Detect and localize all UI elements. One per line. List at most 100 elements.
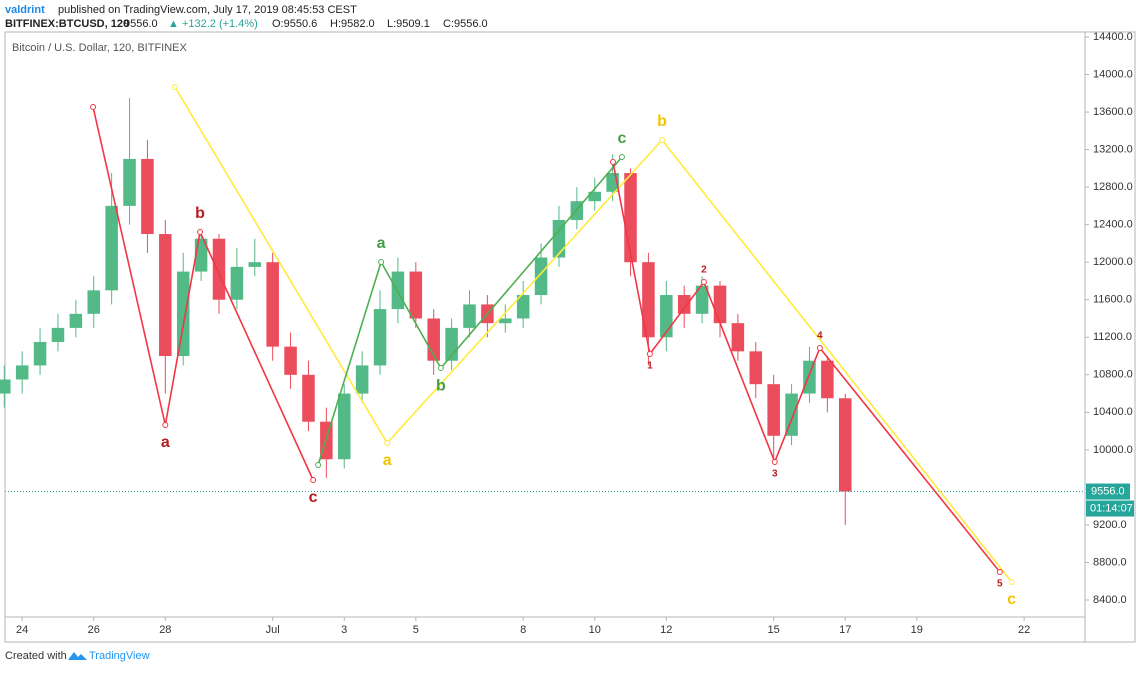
candle-body <box>677 295 691 314</box>
y-tick-label: 12400.0 <box>1093 219 1133 231</box>
wave-point <box>618 153 625 160</box>
x-tick-label: 3 <box>341 624 347 636</box>
candle-body <box>0 379 11 394</box>
x-tick-label: 15 <box>768 624 780 636</box>
wave-point <box>384 440 391 447</box>
wave-point <box>659 137 666 144</box>
wave-label: c <box>309 489 318 506</box>
wave-point <box>437 365 444 372</box>
candle-body <box>87 290 101 314</box>
wave-label: 1 <box>647 361 653 372</box>
candle-body <box>302 374 315 422</box>
candle-body <box>123 158 136 206</box>
wave-point <box>162 422 169 429</box>
wave-point <box>378 259 385 266</box>
y-tick-label: 8400.0 <box>1093 594 1127 606</box>
wave-label: c <box>1007 591 1016 608</box>
ohlc-open: O:9550.6 <box>272 18 317 30</box>
candle-body <box>409 271 423 319</box>
wave-label: b <box>195 205 205 222</box>
x-tick-label: Jul <box>266 624 280 636</box>
y-tick-label: 10800.0 <box>1093 369 1133 381</box>
candle-body <box>284 346 297 375</box>
candle-body <box>159 234 172 357</box>
symbol: BITFINEX:BTCUSD, 120 <box>5 18 129 30</box>
candle-body <box>499 318 512 324</box>
candle-body <box>731 323 745 352</box>
candle-body <box>713 285 727 324</box>
ohlc-low: L:9509.1 <box>387 18 430 30</box>
candle-body <box>230 266 244 300</box>
candle-body <box>266 262 279 347</box>
y-tick-label: 10000.0 <box>1093 444 1133 456</box>
x-tick-label: 8 <box>520 624 526 636</box>
wave-label: a <box>383 452 392 469</box>
candle-body <box>552 219 566 258</box>
wave-line <box>612 161 1001 573</box>
last-price-tag <box>1086 483 1130 500</box>
countdown: 01:14:07 <box>1090 502 1133 514</box>
wave-label: a <box>377 235 386 252</box>
wave-point <box>609 158 616 165</box>
wave-line <box>92 106 314 481</box>
wave-point <box>700 278 707 285</box>
wave-point <box>90 103 97 110</box>
candle-body <box>642 262 655 338</box>
candle-body <box>337 393 351 460</box>
wave-label: 5 <box>997 579 1003 590</box>
candle-body <box>695 285 709 314</box>
y-tick-label: 13200.0 <box>1093 143 1133 155</box>
candle-body <box>588 191 602 202</box>
candle-body <box>534 257 548 296</box>
wave-point <box>646 350 653 357</box>
wave-point <box>310 476 317 483</box>
candle-body <box>355 365 369 394</box>
wave-point <box>1008 578 1015 585</box>
y-tick-label: 12000.0 <box>1093 256 1133 268</box>
candle-body <box>69 313 83 328</box>
candle-body <box>15 365 29 380</box>
candle-body <box>624 173 637 263</box>
x-tick-label: 26 <box>88 624 100 636</box>
x-tick-label: 5 <box>413 624 419 636</box>
candle-body <box>51 327 65 342</box>
y-tick-label: 14000.0 <box>1093 68 1133 80</box>
last-price-label: 9556.0 <box>1091 485 1125 497</box>
wave-point <box>996 569 1003 576</box>
wave-line <box>174 86 1013 583</box>
candle-body <box>105 205 118 291</box>
candle-body <box>463 304 476 328</box>
published: published on TradingView.com, July 17, 2… <box>58 4 357 16</box>
wave-label: 2 <box>701 265 707 276</box>
y-tick-label: 12800.0 <box>1093 181 1133 193</box>
ohlc-close: C:9556.0 <box>443 18 488 30</box>
wave-label: 3 <box>772 469 778 480</box>
y-tick-label: 13600.0 <box>1093 106 1133 118</box>
x-tick-label: 22 <box>1018 624 1030 636</box>
wave-label: c <box>617 130 626 147</box>
candle-body <box>516 295 530 319</box>
y-tick-label: 9200.0 <box>1093 519 1127 531</box>
candle-body <box>767 384 780 436</box>
wave-point <box>171 83 178 90</box>
candle-body <box>373 309 387 366</box>
chart-frame <box>4 31 1136 643</box>
x-tick-label: 17 <box>839 624 851 636</box>
x-tick-label: 12 <box>660 624 672 636</box>
candle-body <box>821 360 834 399</box>
wave-point <box>816 344 823 351</box>
footer-brand: TradingView <box>89 650 150 662</box>
candle-body <box>248 262 262 267</box>
candle-body <box>749 351 763 385</box>
candle-body <box>176 271 190 357</box>
candle-body <box>803 360 816 394</box>
wave-point <box>197 228 204 235</box>
wave-point <box>315 461 322 468</box>
chart-title: Bitcoin / U.S. Dollar, 120, BITFINEX <box>12 42 188 54</box>
candle-body <box>838 398 852 492</box>
candle-body <box>141 158 154 235</box>
ohlc-high: H:9582.0 <box>330 18 375 30</box>
wave-label: b <box>657 113 667 130</box>
